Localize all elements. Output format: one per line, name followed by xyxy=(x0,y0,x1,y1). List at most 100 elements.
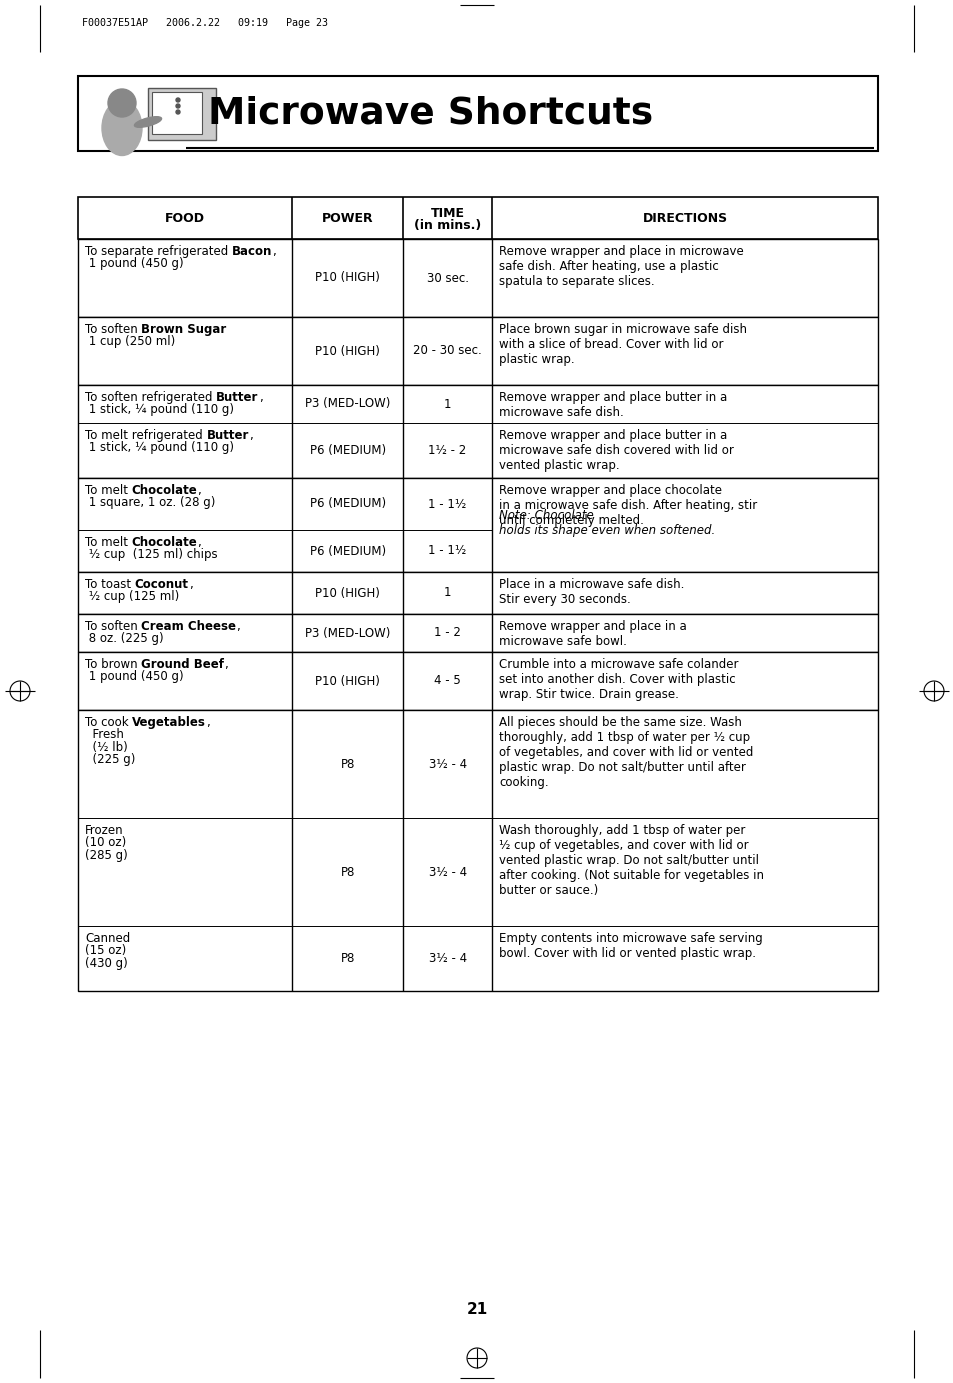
Text: Cream Cheese: Cream Cheese xyxy=(141,620,236,633)
Text: To melt: To melt xyxy=(85,484,132,496)
Text: 3½ - 4: 3½ - 4 xyxy=(428,866,466,878)
Text: To cook: To cook xyxy=(85,716,132,729)
Text: P8: P8 xyxy=(340,758,355,770)
Text: Crumble into a microwave safe colander
set into another dish. Cover with plastic: Crumble into a microwave safe colander s… xyxy=(498,658,739,701)
Text: P10 (HIGH): P10 (HIGH) xyxy=(314,675,379,687)
Text: Microwave Shortcuts: Microwave Shortcuts xyxy=(208,95,653,131)
Text: Remove wrapper and place chocolate
in a microwave safe dish. After heating, stir: Remove wrapper and place chocolate in a … xyxy=(498,484,757,527)
Text: ,: , xyxy=(197,484,201,496)
Text: Chocolate: Chocolate xyxy=(132,484,197,496)
Text: (430 g): (430 g) xyxy=(85,957,128,969)
Text: ,: , xyxy=(224,658,228,671)
Text: Chocolate: Chocolate xyxy=(132,537,197,549)
Text: To soften: To soften xyxy=(85,620,141,633)
Text: Remove wrapper and place butter in a
microwave safe dish covered with lid or
ven: Remove wrapper and place butter in a mic… xyxy=(498,429,734,472)
Text: (15 oz): (15 oz) xyxy=(85,945,126,957)
Text: TIME: TIME xyxy=(430,207,464,220)
Text: ,: , xyxy=(258,391,262,404)
Text: Coconut: Coconut xyxy=(134,578,189,591)
Text: POWER: POWER xyxy=(321,212,373,224)
Circle shape xyxy=(175,98,180,102)
Text: (285 g): (285 g) xyxy=(85,849,128,862)
Bar xyxy=(78,573,877,614)
Text: Brown Sugar: Brown Sugar xyxy=(141,324,227,336)
Text: All pieces should be the same size. Wash
thoroughly, add 1 tbsp of water per ½ c: All pieces should be the same size. Wash… xyxy=(498,716,753,788)
Bar xyxy=(78,317,877,384)
Text: ,: , xyxy=(273,245,275,259)
Ellipse shape xyxy=(102,101,142,155)
Text: 30 sec.: 30 sec. xyxy=(426,271,468,285)
Text: To soften refrigerated: To soften refrigerated xyxy=(85,391,216,404)
Text: (½ lb): (½ lb) xyxy=(85,741,128,754)
Text: Ground Beef: Ground Beef xyxy=(141,658,224,671)
Text: Vegetables: Vegetables xyxy=(132,716,206,729)
Text: 8 oz. (225 g): 8 oz. (225 g) xyxy=(85,632,164,646)
Text: Empty contents into microwave safe serving
bowl. Cover with lid or vented plasti: Empty contents into microwave safe servi… xyxy=(498,932,762,960)
Text: ½ cup (125 ml): ½ cup (125 ml) xyxy=(85,591,179,603)
Circle shape xyxy=(175,111,180,113)
Text: Place in a microwave safe dish.
Stir every 30 seconds.: Place in a microwave safe dish. Stir eve… xyxy=(498,578,684,606)
Text: 3½ - 4: 3½ - 4 xyxy=(428,952,466,965)
Text: To melt refrigerated: To melt refrigerated xyxy=(85,429,206,443)
Text: P8: P8 xyxy=(340,866,355,878)
Text: To brown: To brown xyxy=(85,658,141,671)
Text: To soften: To soften xyxy=(85,324,141,336)
Text: P6 (MEDIUM): P6 (MEDIUM) xyxy=(309,444,385,456)
Bar xyxy=(78,196,877,239)
Text: P10 (HIGH): P10 (HIGH) xyxy=(314,344,379,357)
Text: 1 pound (450 g): 1 pound (450 g) xyxy=(85,257,183,270)
Text: P6 (MEDIUM): P6 (MEDIUM) xyxy=(309,545,385,557)
Text: Place brown sugar in microwave safe dish
with a slice of bread. Cover with lid o: Place brown sugar in microwave safe dish… xyxy=(498,324,746,366)
Text: Wash thoroughly, add 1 tbsp of water per
½ cup of vegetables, and cover with lid: Wash thoroughly, add 1 tbsp of water per… xyxy=(498,824,763,898)
Text: (in mins.): (in mins.) xyxy=(414,219,480,232)
Text: DIRECTIONS: DIRECTIONS xyxy=(642,212,727,224)
Text: P10 (HIGH): P10 (HIGH) xyxy=(314,586,379,599)
Text: ,: , xyxy=(189,578,193,591)
Text: ,: , xyxy=(249,429,253,443)
Text: 1 - 2: 1 - 2 xyxy=(434,626,460,639)
Text: 1 cup (250 ml): 1 cup (250 ml) xyxy=(85,335,175,349)
Text: ,: , xyxy=(236,620,240,633)
Text: 21: 21 xyxy=(466,1303,487,1318)
Text: Note: Chocolate
holds its shape even when softened.: Note: Chocolate holds its shape even whe… xyxy=(498,509,715,537)
Bar xyxy=(78,709,877,992)
Text: 20 - 30 sec.: 20 - 30 sec. xyxy=(413,344,481,357)
Text: ½ cup  (125 ml) chips: ½ cup (125 ml) chips xyxy=(85,548,217,561)
Bar xyxy=(78,76,877,151)
Bar xyxy=(78,239,877,317)
Bar xyxy=(78,614,877,651)
Text: 1 square, 1 oz. (28 g): 1 square, 1 oz. (28 g) xyxy=(85,496,215,509)
Text: P6 (MEDIUM): P6 (MEDIUM) xyxy=(309,498,385,510)
Text: 4 - 5: 4 - 5 xyxy=(434,675,460,687)
Text: Fresh: Fresh xyxy=(85,729,124,741)
Text: Bacon: Bacon xyxy=(232,245,273,259)
Text: 1 stick, ¼ pound (110 g): 1 stick, ¼ pound (110 g) xyxy=(85,404,233,416)
Text: 1: 1 xyxy=(443,586,451,599)
Text: P10 (HIGH): P10 (HIGH) xyxy=(314,271,379,285)
Text: 1 pound (450 g): 1 pound (450 g) xyxy=(85,671,183,683)
Text: F00037E51AP   2006.2.22   09:19   Page 23: F00037E51AP 2006.2.22 09:19 Page 23 xyxy=(82,18,328,28)
Text: (225 g): (225 g) xyxy=(85,752,135,766)
Bar xyxy=(148,89,215,140)
Text: Butter: Butter xyxy=(216,391,258,404)
Text: P3 (MED-LOW): P3 (MED-LOW) xyxy=(305,397,390,411)
Text: P3 (MED-LOW): P3 (MED-LOW) xyxy=(305,626,390,639)
Text: (10 oz): (10 oz) xyxy=(85,837,126,849)
Text: P8: P8 xyxy=(340,952,355,965)
Text: Remove wrapper and place in microwave
safe dish. After heating, use a plastic
sp: Remove wrapper and place in microwave sa… xyxy=(498,245,743,288)
Text: Frozen: Frozen xyxy=(85,824,124,837)
Text: 1 - 1½: 1 - 1½ xyxy=(428,498,466,510)
Text: 1 stick, ¼ pound (110 g): 1 stick, ¼ pound (110 g) xyxy=(85,441,233,455)
Text: Butter: Butter xyxy=(206,429,249,443)
Text: ,: , xyxy=(206,716,210,729)
Ellipse shape xyxy=(134,116,161,127)
Text: ,: , xyxy=(197,537,201,549)
Text: To toast: To toast xyxy=(85,578,134,591)
Bar xyxy=(78,479,877,573)
Text: To separate refrigerated: To separate refrigerated xyxy=(85,245,232,259)
Text: 3½ - 4: 3½ - 4 xyxy=(428,758,466,770)
Bar xyxy=(78,384,877,479)
Text: 1½ - 2: 1½ - 2 xyxy=(428,444,466,456)
Text: To melt: To melt xyxy=(85,537,132,549)
Circle shape xyxy=(108,89,136,118)
